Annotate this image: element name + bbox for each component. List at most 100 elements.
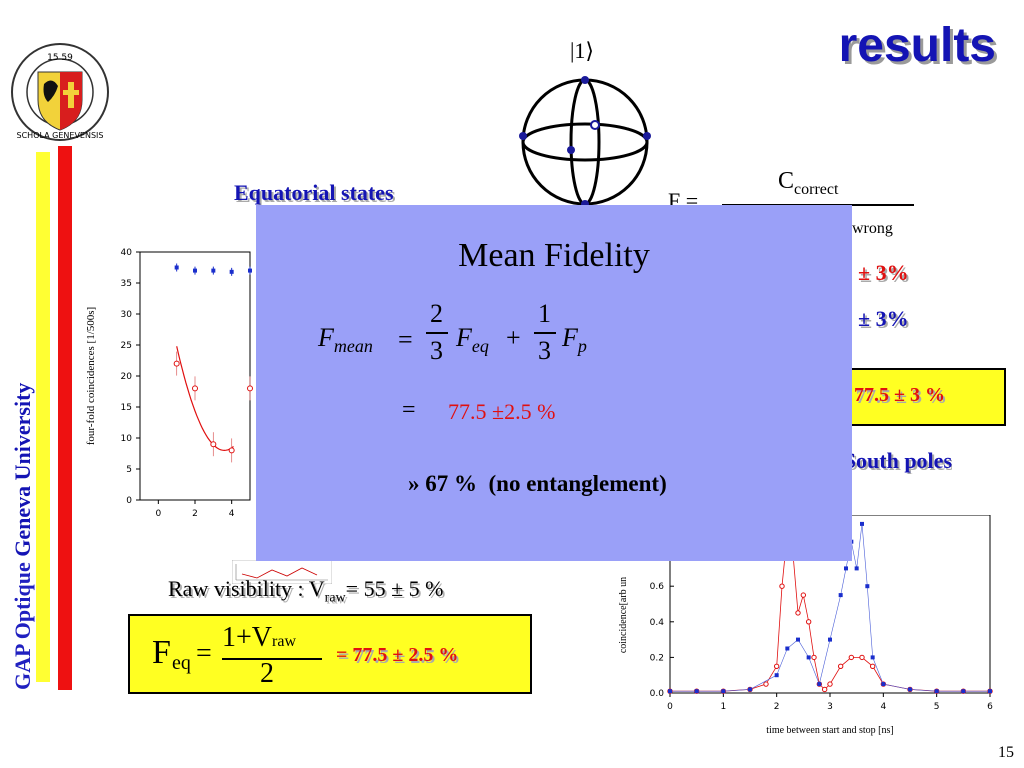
feq-formula-box: F eq = 1+Vraw 2 = 77.5 ± 2.5 % (128, 614, 532, 694)
equatorial-heading: Equatorial states (234, 180, 394, 205)
frac-line-1 (426, 332, 448, 334)
value-equatorial: ± 3% (858, 260, 909, 285)
chart2-point-red (811, 654, 817, 661)
chart2-xtick-label: 0 (667, 702, 673, 712)
svg-text:SCHOLA GENEVENSIS: SCHOLA GENEVENSIS (17, 131, 104, 140)
chart2-point-blue (668, 689, 672, 694)
feq-numerator: 1+Vraw (222, 622, 296, 653)
chart2-point-blue (748, 687, 752, 692)
chart1-xtick-label: 0 (155, 509, 161, 519)
chart2-point-blue (854, 566, 859, 571)
red-side-bar (58, 146, 72, 690)
chart2-point-blue (796, 637, 800, 642)
overlay-title: Mean Fidelity (458, 237, 650, 274)
chart1-point-red (210, 441, 217, 448)
numerator-c: Ccorrect (778, 168, 839, 198)
chart2-point-blue (806, 655, 811, 660)
chart1-ytick-label: 40 (121, 248, 133, 258)
chart2-point-blue (934, 689, 939, 694)
chart2-point-blue (774, 673, 779, 678)
raw-visibility-text: Raw visibility : Vraw= 55 ± 5 % (168, 576, 444, 606)
bloch-sphere-diagram (519, 76, 651, 208)
chart2-point-blue (908, 687, 912, 692)
chart2-ytick-label: 0.4 (650, 618, 665, 628)
chart2-point-red (773, 663, 780, 670)
thumbnail-graphic (232, 560, 332, 584)
chart1-ytick-label: 0 (126, 496, 132, 506)
chart1-point-red (228, 447, 235, 454)
chart2-point-blue (828, 637, 832, 642)
no-entanglement-note: » 67 % (no entanglement) (408, 471, 667, 496)
chart1-ylabel: four-fold coincidences [1/500s] (85, 307, 97, 445)
fraction-wrong-label: wrong (852, 220, 893, 237)
chart2-point-red (827, 681, 833, 687)
chart1-ytick-label: 35 (121, 279, 132, 289)
chart2-point-blue (988, 689, 992, 694)
result-equals: = (402, 397, 416, 423)
chart2-point-red (848, 654, 855, 661)
mean-fidelity-result: 77.5 ±2.5 % (448, 399, 556, 424)
chart1-ytick-label: 15 (121, 403, 132, 413)
chart2-xtick-label: 3 (827, 702, 833, 712)
chart2-xtick-label: 1 (720, 702, 726, 712)
chart2-point-red (795, 610, 801, 616)
chart2-ytick-label: 0.0 (650, 689, 665, 699)
ket-label: |1⟩ (570, 38, 594, 63)
fp-term: Fp (562, 323, 587, 357)
chart2-point-blue (817, 682, 822, 687)
mean-value-box: 77.5 ± 3 % (846, 368, 1006, 426)
chart1-point-red (192, 385, 198, 392)
frac-two: 2 (430, 299, 443, 328)
chart2-point-red (859, 654, 865, 661)
equatorial-chart: 0 5 10 15 20 25 30 35 40 0 2 4 four-fold coincidence… (85, 248, 253, 519)
slide-title: results (838, 19, 996, 72)
value-poles: ± 3% (858, 306, 909, 331)
feq-denominator: 2 (260, 658, 274, 689)
feq-f: F (152, 634, 171, 671)
chart2-point-blue (860, 521, 864, 526)
feq-fraction-line (222, 658, 322, 660)
chart2-point-blue (844, 566, 848, 571)
chart1-xtick-label: 2 (192, 509, 198, 519)
frac-three-2: 3 (538, 336, 551, 365)
frac-one: 1 (538, 299, 551, 328)
chart1-ytick-label: 25 (121, 341, 132, 351)
chart2-xtick-label: 4 (880, 702, 886, 712)
chart1-point-red (173, 360, 180, 367)
svg-text:15 59: 15 59 (47, 53, 73, 63)
feq-term: Feq (456, 323, 489, 357)
chart2-point-blue (838, 593, 843, 598)
frac-line-2 (534, 332, 556, 334)
overlay-plus: + (506, 323, 521, 352)
chart2-xtick-label: 2 (774, 702, 780, 712)
overlay-equals: = (398, 325, 413, 354)
chart1-ytick-label: 5 (126, 465, 132, 475)
chart1-xtick-label: 4 (229, 509, 235, 519)
chart1-frame (139, 251, 251, 501)
chart2-point-blue (694, 689, 699, 694)
feq-sub: eq (172, 652, 191, 674)
chart1-fit-curve (176, 346, 234, 452)
chart2-xtick-label: 6 (987, 702, 993, 712)
university-logo: 15 59 SCHOLA GENEVENSIS (11, 43, 109, 141)
chart2-point-red (837, 663, 844, 670)
chart2-point-red (805, 619, 812, 625)
page-number: 15 (998, 744, 1014, 761)
side-label: GAP Optique Geneva University (10, 382, 35, 690)
chart1-point-red (247, 385, 253, 392)
yellow-side-bar (36, 152, 50, 682)
chart1-ytick-label: 30 (121, 310, 133, 320)
chart2-point-blue (961, 689, 966, 694)
chart2-point-blue (865, 584, 870, 589)
chart2-point-red (869, 663, 876, 670)
chart2-point-blue (881, 682, 886, 687)
chart2-point-blue (721, 689, 726, 694)
chart2-point-red (763, 681, 769, 687)
chart2-ytick-label: 0.6 (650, 582, 665, 592)
chart2-xtick-label: 5 (934, 702, 940, 712)
chart2-ylabel: coincidence[arb un (618, 577, 629, 653)
chart2-point-red (800, 592, 807, 598)
chart2-point-red (779, 583, 785, 589)
mean-fidelity-overlay: Mean Fidelity Fmean = 2 3 Feq + 1 3 Fp =… (256, 205, 852, 561)
chart1-ytick-label: 10 (121, 434, 133, 444)
